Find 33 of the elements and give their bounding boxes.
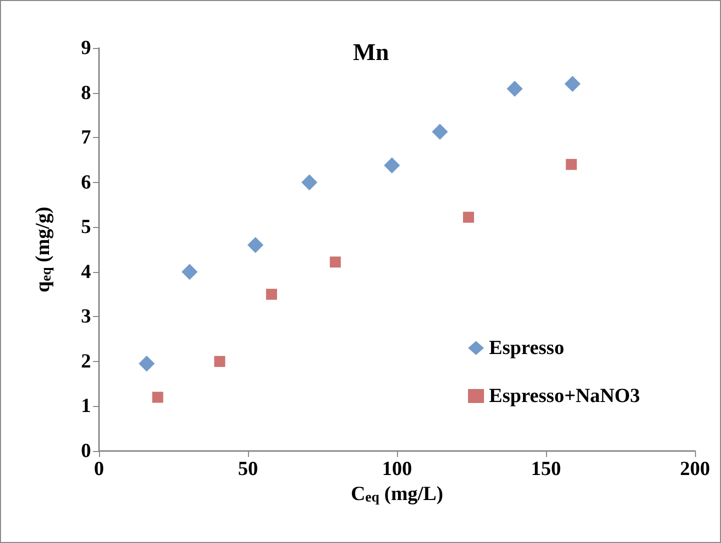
x-tick-label: 50 xyxy=(238,458,258,480)
point xyxy=(330,256,341,268)
point xyxy=(266,288,278,300)
legend-label: Espresso+NaNO3 xyxy=(489,385,640,407)
y-tick-label: 4 xyxy=(81,260,91,283)
y-tick-label: 8 xyxy=(81,82,91,104)
y-tick-label: 0 xyxy=(81,440,91,462)
point xyxy=(138,356,155,372)
y-axis-title: qeq (mg/g) xyxy=(32,206,54,292)
x-tick-label: 150 xyxy=(531,458,561,480)
point xyxy=(247,237,264,254)
y-tick-label: 3 xyxy=(81,306,91,328)
point xyxy=(384,157,400,174)
point xyxy=(152,392,164,403)
y-tick-label: 6 xyxy=(81,171,91,194)
x-axis-title: Ceq (mg/L) xyxy=(350,482,444,506)
y-tick-label: 9 xyxy=(81,37,91,59)
legend-label: Espresso xyxy=(489,337,564,359)
point xyxy=(506,80,523,97)
point xyxy=(214,356,226,367)
point xyxy=(301,174,318,190)
point xyxy=(463,212,474,223)
point xyxy=(564,76,581,92)
y-tick-label: 7 xyxy=(81,126,91,149)
point xyxy=(566,158,577,170)
y-tick-label: 1 xyxy=(81,395,91,418)
x-tick-label: 200 xyxy=(680,458,710,480)
x-tick-label: 100 xyxy=(382,458,412,480)
y-tick-label: 2 xyxy=(81,350,91,372)
chart-title: Mn xyxy=(353,40,389,66)
point xyxy=(182,264,198,280)
y-tick-label: 5 xyxy=(81,216,91,238)
point xyxy=(432,124,448,140)
